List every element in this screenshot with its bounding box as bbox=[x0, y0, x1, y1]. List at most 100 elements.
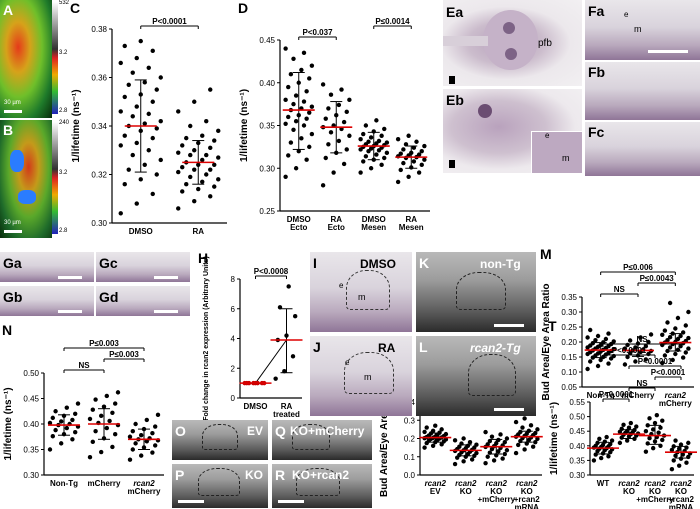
data-point bbox=[104, 393, 110, 399]
j-m-label: m bbox=[364, 372, 372, 382]
data-point bbox=[403, 142, 409, 147]
x-category-label: EV bbox=[430, 487, 441, 496]
data-point bbox=[139, 453, 144, 458]
data-point bbox=[59, 419, 64, 424]
data-point bbox=[665, 348, 670, 354]
data-point bbox=[611, 339, 616, 344]
data-point bbox=[474, 442, 479, 447]
data-point bbox=[176, 150, 181, 155]
o-condition-label: EV bbox=[247, 424, 264, 438]
p-condition-label: KO bbox=[245, 468, 263, 482]
sig-label: P≤0.0014 bbox=[375, 17, 410, 26]
data-point bbox=[158, 118, 163, 124]
data-point bbox=[216, 155, 221, 160]
y-tick-label: 0.25 bbox=[561, 323, 577, 332]
data-point bbox=[650, 445, 656, 451]
data-point bbox=[154, 126, 159, 131]
y-axis-label: Fold change in rcan2 expression (Arbitra… bbox=[203, 256, 210, 420]
data-point bbox=[382, 155, 387, 161]
data-point bbox=[200, 179, 205, 184]
data-point bbox=[307, 110, 312, 115]
data-point bbox=[647, 416, 652, 421]
y-tick-label: 0.30 bbox=[569, 471, 585, 480]
data-point bbox=[118, 211, 123, 216]
scale-bar-ea bbox=[449, 76, 455, 84]
y-tick-label: 0.35 bbox=[569, 456, 585, 465]
data-point bbox=[513, 419, 519, 425]
data-point bbox=[469, 457, 475, 462]
panel-fc-image bbox=[585, 122, 700, 176]
data-point bbox=[452, 461, 458, 467]
data-point bbox=[673, 453, 678, 458]
data-point bbox=[411, 145, 417, 150]
label-gc: Gc bbox=[99, 255, 118, 271]
data-point bbox=[347, 133, 352, 138]
data-point bbox=[667, 335, 673, 340]
y-tick-label: 0.55 bbox=[569, 398, 585, 407]
data-point bbox=[491, 458, 497, 463]
data-point bbox=[602, 439, 608, 444]
data-point bbox=[673, 438, 678, 443]
data-point bbox=[401, 147, 406, 152]
data-point bbox=[341, 161, 347, 167]
panel-k-image bbox=[416, 252, 536, 332]
panel-p-image bbox=[172, 464, 268, 508]
y-tick-label: 0.50 bbox=[569, 413, 585, 422]
data-point bbox=[676, 463, 682, 468]
y-axis-label: 1/lifetime (ns⁻¹) bbox=[3, 387, 14, 460]
x-category-label: WT bbox=[597, 479, 610, 488]
data-point bbox=[339, 87, 344, 92]
y-tick-label: 0.30 bbox=[23, 471, 39, 480]
data-point bbox=[368, 166, 374, 171]
data-point bbox=[309, 131, 315, 137]
data-point bbox=[675, 315, 681, 321]
data-point bbox=[184, 135, 189, 141]
data-point bbox=[363, 154, 369, 159]
data-point bbox=[176, 206, 181, 211]
y-tick-label: 0 bbox=[231, 394, 236, 403]
sig-label: NS bbox=[78, 361, 90, 370]
scale-text-b: 30 µm bbox=[4, 220, 21, 226]
data-point bbox=[192, 148, 197, 153]
scale-bar-gb bbox=[58, 310, 82, 313]
data-point bbox=[398, 167, 403, 173]
data-point bbox=[291, 127, 296, 132]
scale-bar-b bbox=[4, 230, 22, 233]
chart-c: C 0.30 0.32 0.34 0.36 0.38 1/lifetime (ns⁻¹) DM… bbox=[70, 0, 227, 236]
data-point bbox=[134, 201, 139, 206]
data-point bbox=[292, 313, 298, 319]
data-point bbox=[656, 430, 661, 435]
data-point bbox=[675, 336, 681, 342]
data-point bbox=[115, 390, 121, 395]
data-point bbox=[654, 412, 660, 418]
data-point bbox=[652, 420, 658, 426]
chart-h: H 0 2 4 6 8 Fold change in rcan2 expression (A… bbox=[198, 250, 303, 420]
x-category-label: KO bbox=[460, 487, 472, 496]
x-category-label: +mCherry bbox=[636, 495, 674, 504]
data-point bbox=[309, 63, 315, 68]
data-point bbox=[150, 430, 155, 436]
data-point bbox=[590, 341, 596, 346]
data-point bbox=[530, 444, 536, 449]
y-tick-label: 0.36 bbox=[91, 74, 107, 83]
data-point bbox=[142, 162, 147, 167]
data-point bbox=[122, 94, 127, 100]
data-point bbox=[336, 102, 342, 108]
data-point bbox=[176, 169, 181, 175]
fa-m-label: m bbox=[634, 24, 642, 34]
label-l: L bbox=[419, 339, 428, 355]
data-point bbox=[155, 412, 161, 418]
x-category-label: DMSO bbox=[362, 215, 386, 224]
data-point bbox=[293, 119, 299, 124]
y-tick-label: 6 bbox=[231, 305, 236, 314]
y-tick-label: 0.3 bbox=[404, 416, 416, 425]
data-point bbox=[535, 427, 540, 432]
data-point bbox=[47, 420, 53, 426]
y-tick-label: 0.34 bbox=[91, 122, 107, 131]
label-fa: Fa bbox=[588, 3, 605, 19]
data-point bbox=[443, 431, 449, 437]
x-category-label: treated bbox=[273, 410, 300, 419]
y-tick-label: 8 bbox=[231, 275, 236, 284]
y-tick-label: 2 bbox=[231, 364, 236, 373]
x-category-label: DMSO bbox=[244, 402, 268, 411]
